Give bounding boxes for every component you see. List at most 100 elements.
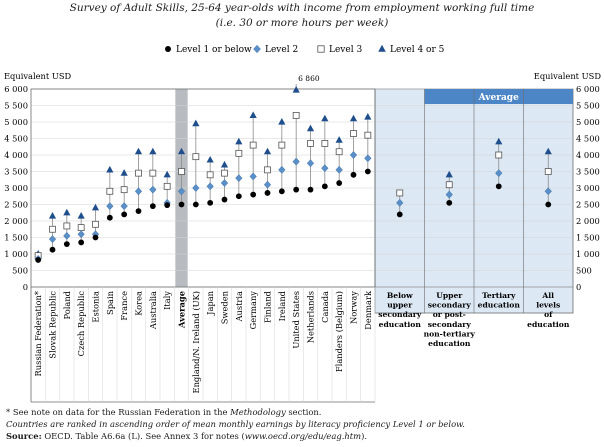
country-level4-point	[106, 165, 114, 173]
country-level1-point	[149, 203, 156, 210]
country-level3-point	[321, 140, 329, 147]
x-tick-label: Norway	[349, 291, 359, 324]
country-level1-point	[336, 180, 343, 186]
education-group-label: secondary	[428, 320, 472, 329]
x-tick-label: Spain	[105, 290, 115, 315]
x-tick-label: Average	[177, 291, 187, 329]
country-level3-point	[364, 131, 372, 139]
education-group-label: education	[379, 320, 422, 329]
x-tick-label: Austria	[234, 291, 244, 323]
country-level1-point	[49, 246, 56, 253]
y-tick-label-right: 5 500	[576, 101, 600, 111]
chart-title: Survey of Adult Skills, 25-64 year-olds …	[69, 2, 535, 14]
y-tick-label-left: 500	[12, 266, 28, 276]
education-group-level2-point	[495, 169, 503, 178]
y-tick-label-left: 0	[23, 282, 28, 292]
country-level3-point	[249, 141, 257, 149]
country-level1-point	[164, 202, 171, 209]
country-level3-point	[221, 169, 228, 177]
x-tick-label: Korea	[134, 291, 144, 316]
country-level3-point	[206, 171, 214, 179]
country-level3-point	[192, 153, 200, 161]
y-tick-label-right: 1 000	[576, 249, 600, 259]
legend-label: Level 3	[329, 45, 362, 55]
education-group-label: secondary	[378, 310, 422, 319]
y-tick-label-right: 2 500	[576, 200, 600, 210]
education-group-level2-point	[544, 187, 552, 196]
education-group-label: of	[544, 310, 553, 319]
country-level1-point	[264, 190, 271, 196]
y-tick-label-left: 2 000	[4, 216, 28, 226]
country-level1-point	[221, 196, 228, 203]
education-group-level3-point	[445, 181, 453, 189]
country-level3-point	[350, 130, 357, 137]
education-group-label: education	[428, 339, 471, 348]
y-tick-label-left: 4 500	[4, 134, 28, 144]
country-level4-point	[349, 114, 358, 122]
country-level2-point	[120, 202, 128, 211]
country-level2-point	[306, 159, 315, 168]
country-level4-point	[48, 212, 57, 219]
country-level4-point	[321, 114, 329, 122]
country-level2-point	[364, 154, 372, 163]
note-source: Source: OECD. Table A6.6a (L). See Annex…	[6, 431, 368, 441]
country-level3-point	[63, 222, 71, 230]
country-level1-point	[35, 257, 42, 263]
country-level4-point	[192, 119, 200, 127]
note-methodology: * See note on data for the Russian Feder…	[6, 407, 322, 417]
y-tick-label-right: 0	[576, 282, 581, 292]
country-level3-point	[49, 225, 56, 233]
education-group-label: Below	[387, 291, 413, 300]
y-tick-label-right: 4 500	[576, 134, 600, 144]
country-level4-point	[220, 160, 229, 168]
y-tick-label-right: 6 000	[576, 84, 600, 94]
country-level3-point	[135, 169, 142, 177]
country-level3-point	[77, 224, 85, 232]
average-level3-point	[178, 168, 185, 175]
education-group-level2-point	[445, 190, 453, 199]
legend-label: Level 4 or 5	[390, 45, 445, 55]
x-tick-label: Canada	[320, 291, 330, 323]
country-level3-point	[163, 182, 171, 190]
y-tick-label-left: 5 500	[4, 101, 28, 111]
country-level2-point	[206, 182, 214, 191]
average-header-label: Average	[478, 93, 519, 103]
x-tick-label: Slovak Republic	[48, 291, 58, 359]
country-level3-point	[292, 112, 300, 119]
education-group-label: levels	[536, 301, 560, 310]
y-tick-label-right: 4 000	[576, 150, 600, 160]
country-level2-point	[106, 202, 114, 211]
country-level4-point	[335, 136, 343, 143]
country-level4-point	[263, 147, 272, 155]
country-level2-point	[220, 179, 229, 188]
country-level1-point	[350, 171, 357, 178]
country-level3-point	[307, 140, 314, 147]
chart-subtitle: (i.e. 30 or more hours per week)	[215, 17, 389, 29]
country-level4-point	[134, 147, 143, 155]
y-tick-label-left: 6 000	[4, 84, 28, 94]
y-tick-label-right: 500	[576, 266, 592, 276]
country-level4-point	[91, 203, 100, 211]
x-tick-label: England/N. Ireland (UK)	[191, 291, 201, 393]
country-level2-point	[63, 231, 71, 240]
education-group-level3-point	[396, 189, 404, 197]
country-level1-point	[278, 188, 285, 195]
country-level2-point	[292, 157, 300, 166]
education-group-label: or post-	[433, 310, 466, 319]
x-tick-label: Finland	[263, 290, 273, 323]
x-tick-label: Netherlands	[306, 291, 316, 343]
country-level1-point	[106, 214, 113, 221]
country-level1-point	[207, 199, 214, 206]
country-level2-point	[278, 165, 286, 174]
y-axis-label-left: Equivalent USD	[4, 71, 72, 81]
country-level2-point	[149, 185, 157, 194]
y-axis-label-right: Equivalent USD	[534, 71, 602, 81]
country-level1-point	[293, 186, 300, 193]
country-level4-point	[235, 137, 243, 145]
country-level4-point	[163, 170, 171, 178]
legend-marker-level1	[165, 46, 171, 52]
country-level4-point	[206, 155, 214, 163]
education-group-level4-point	[544, 147, 552, 155]
country-level4-point	[249, 111, 257, 118]
country-level4-point	[292, 86, 300, 93]
